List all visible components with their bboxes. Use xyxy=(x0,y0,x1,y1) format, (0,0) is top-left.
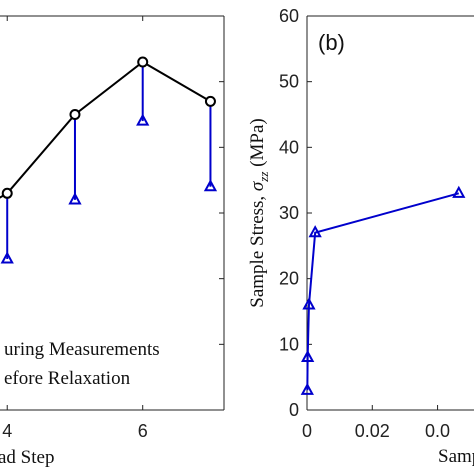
x-tick-label: 6 xyxy=(138,421,148,441)
y-tick-label: 30 xyxy=(279,203,299,223)
triangle-point xyxy=(302,297,316,310)
triangle-point xyxy=(300,382,314,395)
panel-b-label: (b) xyxy=(318,30,345,55)
panel-a-x-axis-label: ad Step xyxy=(0,447,54,468)
series-line-stress xyxy=(306,192,460,391)
circle-point xyxy=(204,95,216,107)
circle-point xyxy=(137,56,149,68)
panel-a-series xyxy=(0,56,218,264)
y-tick-label: 0 xyxy=(289,400,299,420)
triangle-point xyxy=(452,185,466,198)
panel-b-x-axis-label: Sampl xyxy=(438,446,474,467)
y-label-text: Sample Stress, xyxy=(247,191,268,308)
y-tick-label: 40 xyxy=(279,137,299,157)
triangle-point xyxy=(136,113,150,126)
legend-entry-during: uring Measurements xyxy=(4,339,160,360)
triangle-point xyxy=(203,179,218,192)
legend-entry-before: efore Relaxation xyxy=(4,368,131,389)
x-tick-label: 0.0 xyxy=(425,421,450,441)
triangle-point xyxy=(308,225,322,238)
y-label-sigma: σ xyxy=(247,181,268,191)
y-tick-label: 20 xyxy=(279,269,299,289)
circle-point xyxy=(69,109,81,120)
y-tick-label: 50 xyxy=(279,72,299,92)
y-label-subscript: zz xyxy=(256,172,271,183)
panel-a-legend: uring Measurements efore Relaxation xyxy=(4,339,160,389)
y-tick-label: 60 xyxy=(279,6,299,26)
triangle-point xyxy=(68,192,82,205)
x-tick-label: 0 xyxy=(302,421,312,441)
x-tick-label: 4 xyxy=(2,421,12,441)
panel-b: 0 10 20 30 40 50 60 0 0.02 0.0 (b) Sampl Sample S… xyxy=(247,6,474,467)
y-label-units: (MPa) xyxy=(247,118,268,171)
series-line-during xyxy=(0,60,211,199)
panel-b-ticks: 0 10 20 30 40 50 60 0 0.02 0.0 xyxy=(279,6,450,441)
triangle-point xyxy=(0,251,14,264)
panel-b-series xyxy=(300,185,466,395)
x-tick-label: 0.02 xyxy=(355,421,390,441)
triangle-point xyxy=(301,349,315,363)
circle-point xyxy=(1,187,13,199)
panel-b-y-axis-label: Sample Stress, σzz (MPa) xyxy=(247,118,271,307)
y-tick-label: 10 xyxy=(279,334,299,354)
